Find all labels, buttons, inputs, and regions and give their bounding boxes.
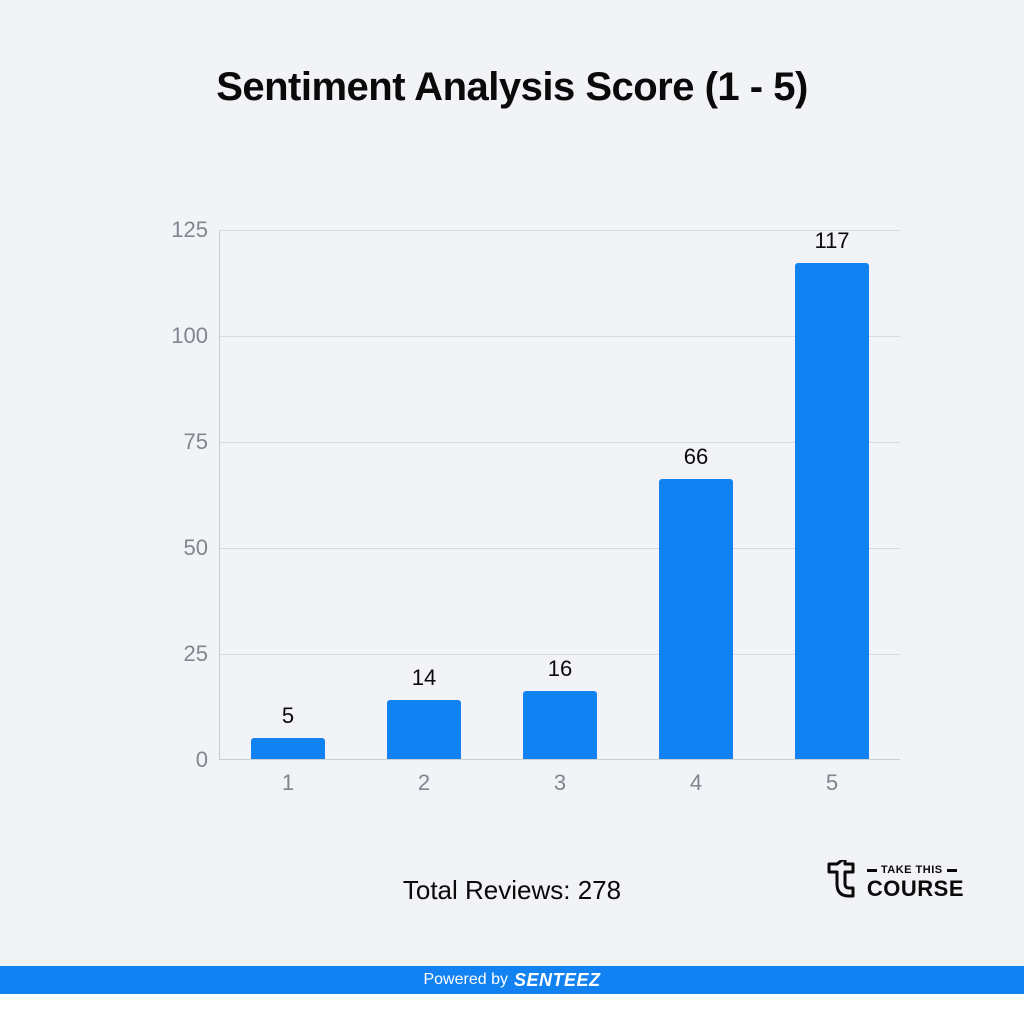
plot: 02550751001255141666117 [220,230,900,760]
bar-value-label: 117 [814,228,849,254]
bar-value-label: 16 [548,656,572,682]
bar-value-label: 66 [684,444,708,470]
y-axis-line [219,230,220,760]
x-tick-label: 3 [554,770,566,796]
y-tick-label: 50 [148,535,208,561]
chart-title: Sentiment Analysis Score (1 - 5) [0,65,1024,110]
footer-bar: Powered by SENTEEZ [0,966,1024,994]
brand-top-line: TAKE THIS [867,865,964,876]
brand-logo: TAKE THIS COURSE [823,860,964,904]
x-axis-line [220,759,900,760]
bar-value-label: 14 [412,665,436,691]
x-tick-label: 1 [282,770,294,796]
chart-area: 02550751001255141666117 12345 [170,230,900,800]
y-tick-label: 125 [148,217,208,243]
footer-prefix: Powered by [423,971,508,989]
footer-white-strip [0,994,1024,1024]
bar [795,263,870,759]
y-tick-label: 100 [148,323,208,349]
bar-value-label: 5 [282,703,294,729]
gridline [220,230,900,231]
bar [387,700,462,759]
x-tick-label: 4 [690,770,702,796]
bar [251,738,326,759]
footer-brand: SENTEEZ [514,970,601,991]
y-tick-label: 75 [148,429,208,455]
brand-bottom-line: COURSE [867,878,964,900]
bar [523,691,598,759]
y-tick-label: 0 [148,747,208,773]
y-tick-label: 25 [148,641,208,667]
brand-text: TAKE THIS COURSE [867,865,964,900]
x-tick-label: 5 [826,770,838,796]
x-tick-label: 2 [418,770,430,796]
brand-t-icon [823,860,859,904]
page: Sentiment Analysis Score (1 - 5) 0255075… [0,0,1024,1024]
bar [659,479,734,759]
footer: Powered by SENTEEZ [0,966,1024,1024]
